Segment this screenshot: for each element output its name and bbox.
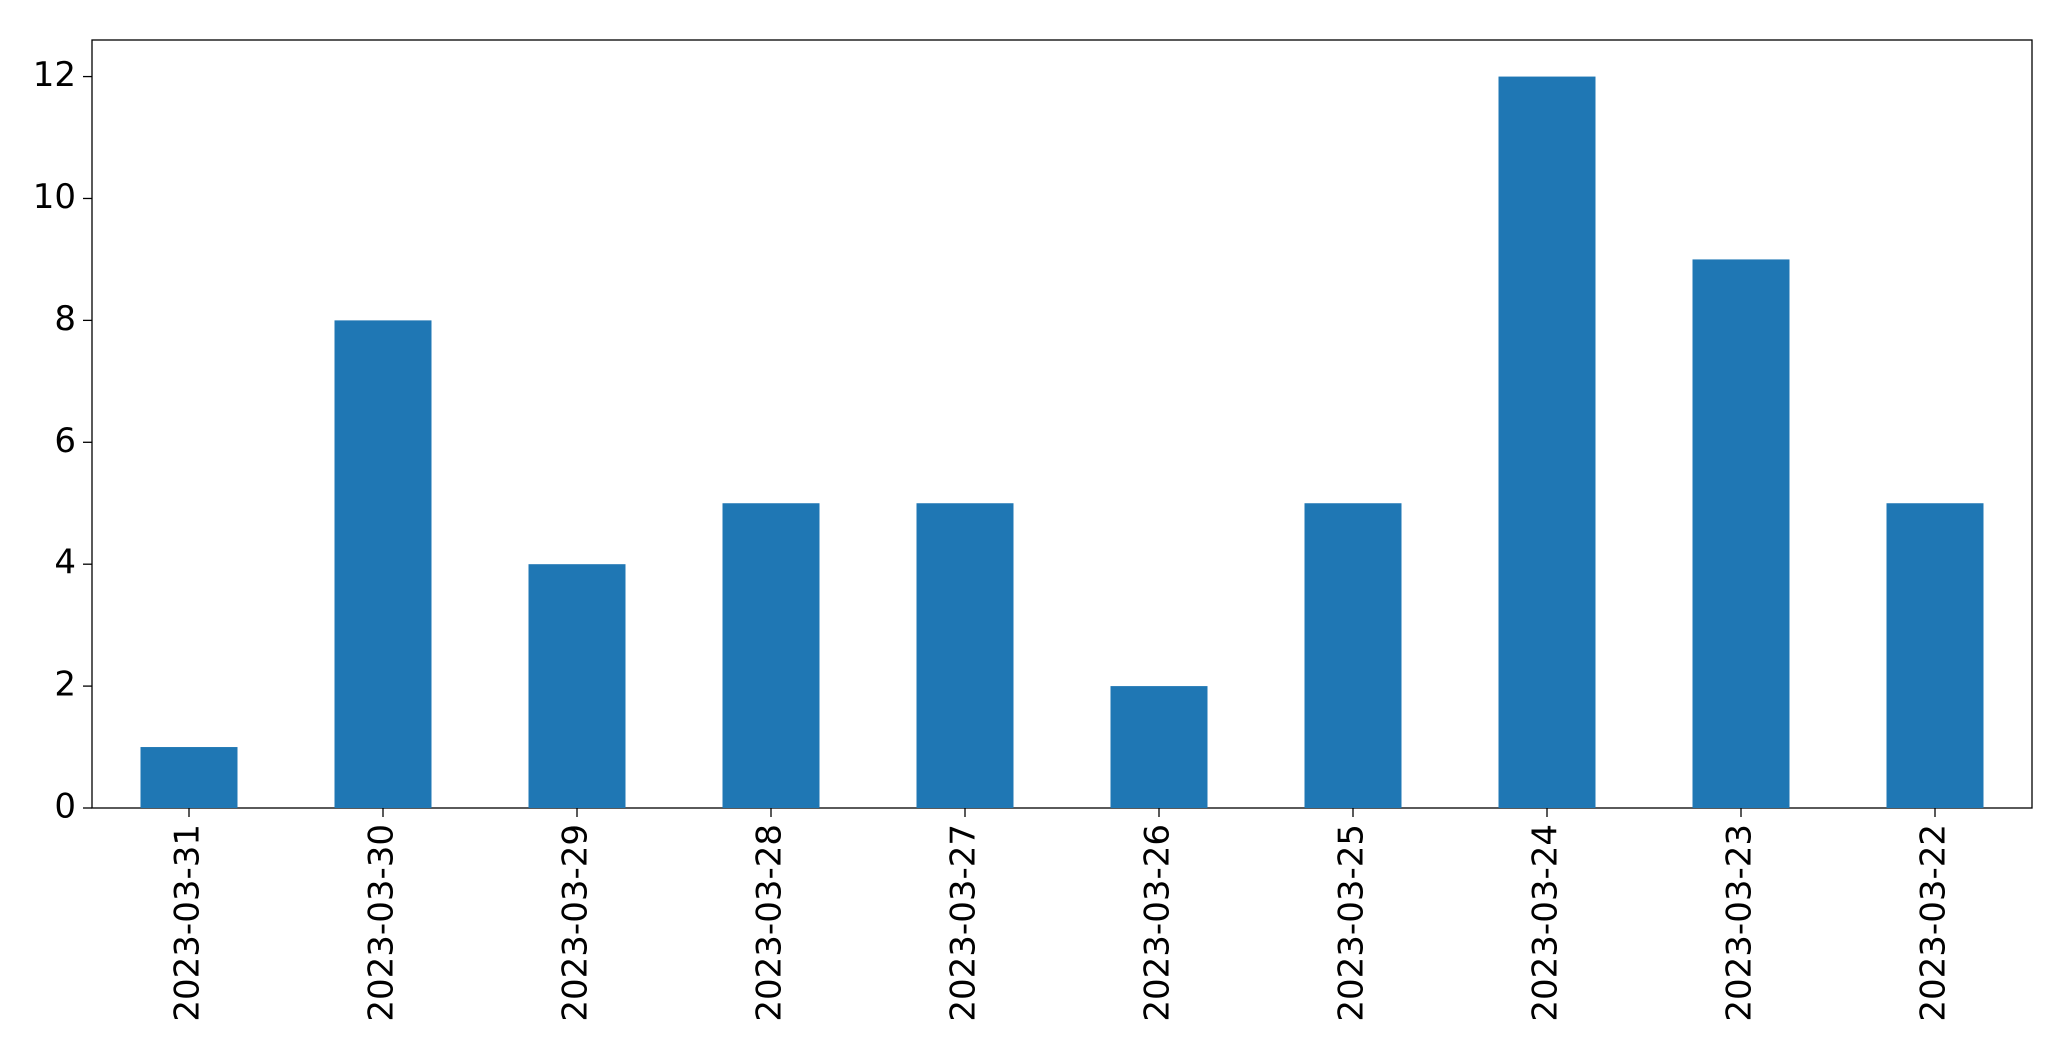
x-tick-label: 2023-03-25 (1332, 824, 1372, 1022)
bar (528, 564, 626, 808)
y-tick-label: 10 (33, 177, 76, 217)
x-tick-label: 2023-03-24 (1526, 824, 1566, 1022)
x-tick-label: 2023-03-28 (750, 824, 790, 1022)
bar (1304, 503, 1402, 808)
x-tick-label: 2023-03-27 (944, 824, 984, 1022)
x-tick-label: 2023-03-30 (362, 824, 402, 1022)
y-tick-label: 8 (54, 299, 76, 339)
bar (334, 320, 432, 808)
bar (1886, 503, 1984, 808)
plot-frame (91, 39, 2033, 809)
bar (1110, 686, 1208, 808)
bar (140, 747, 238, 808)
x-tick-label: 2023-03-31 (168, 824, 208, 1022)
x-tick-label: 2023-03-22 (1914, 824, 1954, 1022)
y-tick-label: 0 (54, 787, 76, 827)
y-tick-label: 4 (54, 543, 76, 583)
bar (1498, 76, 1596, 809)
bar (916, 503, 1014, 808)
bar (1692, 259, 1790, 808)
bar (722, 503, 820, 808)
x-tick-label: 2023-03-29 (556, 824, 596, 1022)
x-tick-label: 2023-03-26 (1138, 824, 1178, 1022)
y-tick-label: 12 (33, 55, 76, 95)
x-tick-label: 2023-03-23 (1720, 824, 1760, 1022)
y-tick-label: 6 (54, 421, 76, 461)
y-tick-label: 2 (54, 665, 76, 705)
